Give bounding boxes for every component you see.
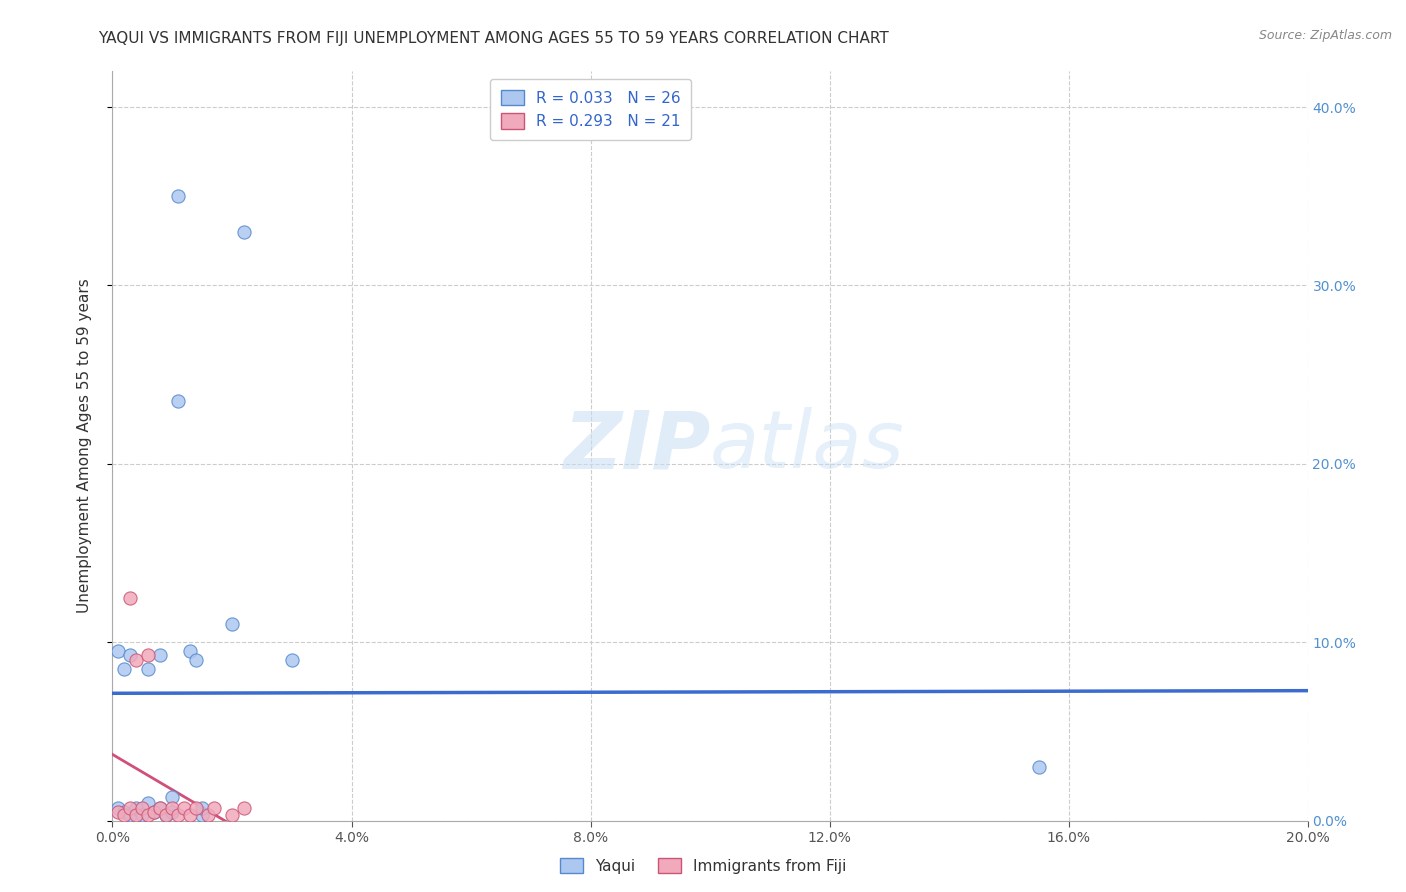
Text: ZIP: ZIP xyxy=(562,407,710,485)
Text: atlas: atlas xyxy=(710,407,905,485)
Point xyxy=(162,801,183,815)
Point xyxy=(149,801,172,815)
Point xyxy=(162,790,183,805)
Legend: R = 0.033   N = 26, R = 0.293   N = 21: R = 0.033 N = 26, R = 0.293 N = 21 xyxy=(489,79,692,140)
Point xyxy=(191,808,214,822)
Point xyxy=(149,648,172,662)
Point xyxy=(233,801,256,815)
Point xyxy=(107,801,129,815)
Legend: Yaqui, Immigrants from Fiji: Yaqui, Immigrants from Fiji xyxy=(554,852,852,880)
Point xyxy=(233,225,256,239)
Point xyxy=(202,801,225,815)
Point xyxy=(125,808,148,822)
Point xyxy=(155,808,177,822)
Point xyxy=(138,808,160,822)
Text: YAQUI VS IMMIGRANTS FROM FIJI UNEMPLOYMENT AMONG AGES 55 TO 59 YEARS CORRELATION: YAQUI VS IMMIGRANTS FROM FIJI UNEMPLOYME… xyxy=(98,31,889,46)
Point xyxy=(167,808,190,822)
Point xyxy=(114,808,135,822)
Point xyxy=(197,808,219,822)
Point xyxy=(131,801,153,815)
Text: Source: ZipAtlas.com: Source: ZipAtlas.com xyxy=(1258,29,1392,42)
Point xyxy=(143,805,166,819)
Point xyxy=(167,394,190,409)
Point xyxy=(186,653,208,667)
Point xyxy=(114,662,135,676)
Point xyxy=(149,801,172,815)
Point xyxy=(186,801,208,815)
Point xyxy=(143,805,166,819)
Point xyxy=(114,805,135,819)
Point xyxy=(162,805,183,819)
Point xyxy=(120,801,142,815)
Point xyxy=(120,648,142,662)
Point xyxy=(125,801,148,815)
Point xyxy=(107,805,129,819)
Point xyxy=(173,801,195,815)
Point xyxy=(131,808,153,822)
Point xyxy=(281,653,304,667)
Point xyxy=(138,648,160,662)
Point xyxy=(191,801,214,815)
Point xyxy=(1028,760,1050,774)
Point xyxy=(155,808,177,822)
Point xyxy=(221,617,243,632)
Point xyxy=(125,653,148,667)
Point xyxy=(138,796,160,810)
Point xyxy=(120,591,142,605)
Point xyxy=(179,808,201,822)
Y-axis label: Unemployment Among Ages 55 to 59 years: Unemployment Among Ages 55 to 59 years xyxy=(77,278,91,614)
Point xyxy=(138,662,160,676)
Point xyxy=(179,644,201,658)
Point xyxy=(167,189,190,203)
Point xyxy=(221,808,243,822)
Point xyxy=(107,644,129,658)
Point xyxy=(120,808,142,822)
